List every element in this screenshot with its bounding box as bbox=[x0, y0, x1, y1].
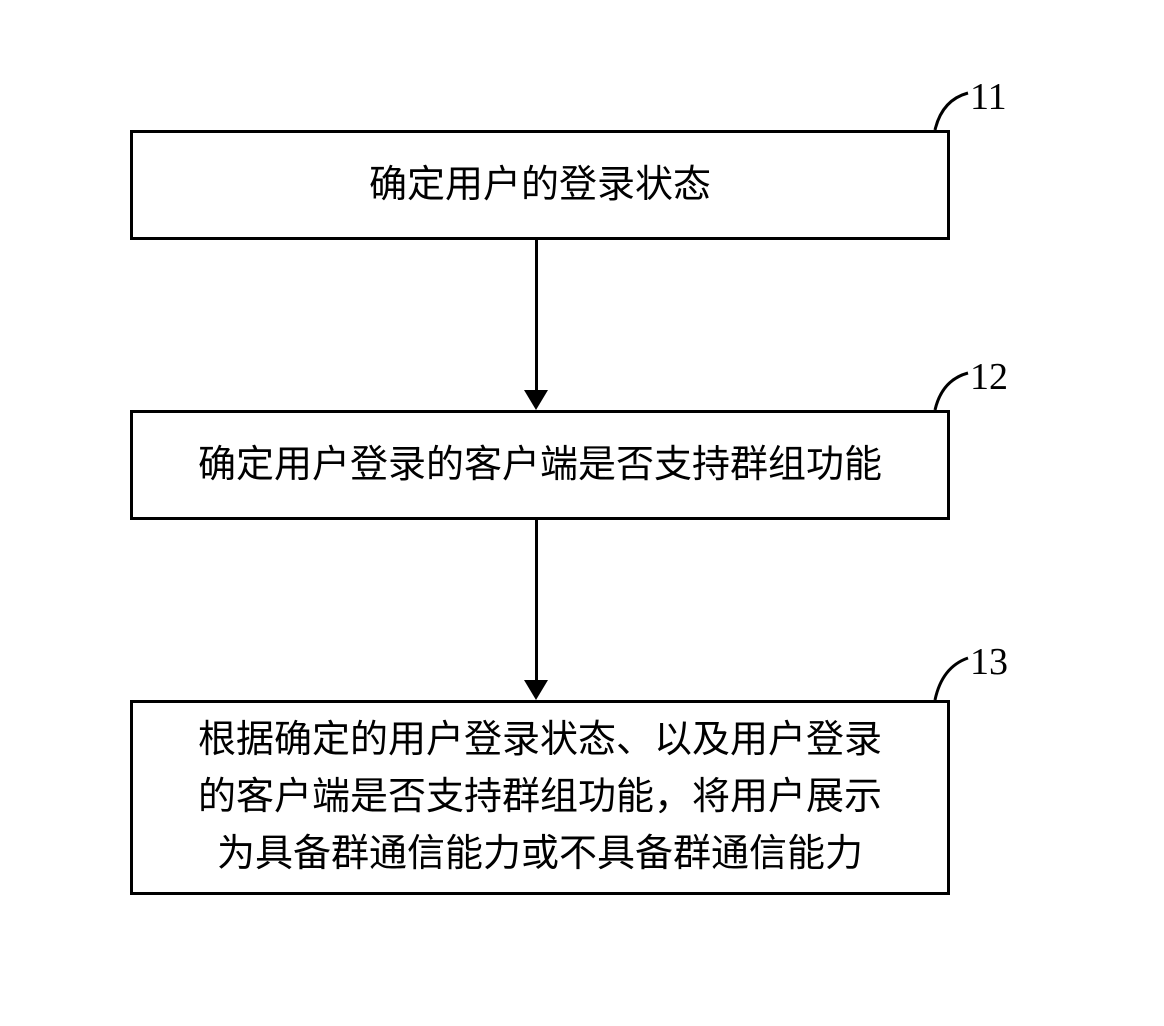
leader-line-1 bbox=[930, 90, 975, 135]
node-2-label: 12 bbox=[970, 355, 1008, 399]
node-2-text: 确定用户登录的客户端是否支持群组功能 bbox=[198, 437, 882, 494]
arrow-head-2-to-3 bbox=[524, 680, 548, 700]
node-3-text: 根据确定的用户登录状态、以及用户登录 的客户端是否支持群组功能，将用户展示 为具… bbox=[198, 712, 882, 883]
node-3-label: 13 bbox=[970, 640, 1008, 684]
flowchart-node-2: 确定用户登录的客户端是否支持群组功能 bbox=[130, 410, 950, 520]
arrow-1-to-2 bbox=[535, 240, 538, 392]
node-1-label: 11 bbox=[970, 75, 1007, 119]
arrow-2-to-3 bbox=[535, 520, 538, 682]
leader-line-3 bbox=[930, 655, 975, 705]
arrow-head-1-to-2 bbox=[524, 390, 548, 410]
node-1-text: 确定用户的登录状态 bbox=[369, 157, 711, 214]
flowchart-node-3: 根据确定的用户登录状态、以及用户登录 的客户端是否支持群组功能，将用户展示 为具… bbox=[130, 700, 950, 895]
flowchart-node-1: 确定用户的登录状态 bbox=[130, 130, 950, 240]
leader-line-2 bbox=[930, 370, 975, 415]
